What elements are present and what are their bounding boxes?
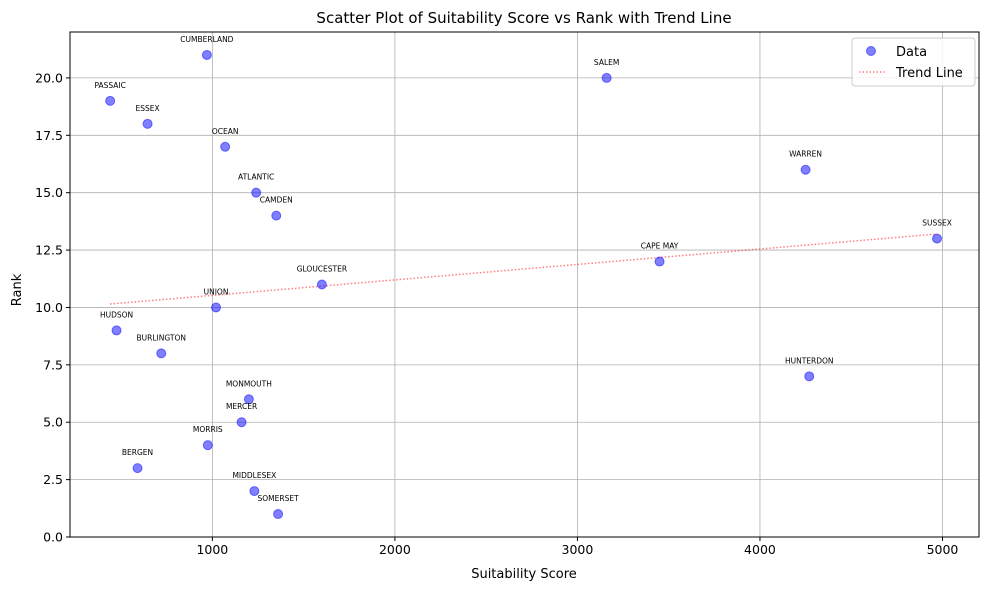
- legend-box: [851, 37, 976, 87]
- point-label: HUDSON: [100, 310, 133, 319]
- point-label: BERGEN: [122, 448, 153, 457]
- data-point: [132, 463, 143, 474]
- point-label: SUSSEX: [922, 219, 952, 228]
- x-tick-label: 1000: [196, 542, 228, 557]
- point-label: UNION: [204, 287, 229, 296]
- x-tick-label: 5000: [927, 542, 959, 557]
- legend-trend-label: Trend Line: [895, 66, 963, 81]
- y-tick-label: 2.5: [43, 472, 63, 487]
- point-label: SALEM: [594, 58, 619, 67]
- y-tick-label: 20.0: [35, 70, 63, 85]
- data-point: [201, 49, 212, 60]
- point-label: CUMBERLAND: [180, 35, 233, 44]
- legend: Data Trend Line: [851, 37, 976, 87]
- point-label: CAPE MAY: [641, 242, 679, 251]
- point-label: OCEAN: [212, 127, 239, 136]
- plot-frame: [69, 31, 980, 538]
- point-label: BURLINGTON: [137, 333, 187, 342]
- data-point: [156, 348, 167, 359]
- data-point: [273, 509, 284, 520]
- data-point: [601, 72, 612, 83]
- x-tick-label: 3000: [562, 542, 594, 557]
- x-tick-label: 2000: [379, 542, 411, 557]
- axis-ticks: 1000 2000 3000 4000 5000 0.0 2.5 5.0 7.5 10.0 12.5…: [35, 70, 958, 557]
- point-label: HUNTERDON: [785, 356, 834, 365]
- point-label: MERCER: [226, 402, 257, 411]
- point-label: ATLANTIC: [238, 173, 274, 182]
- data-point: [271, 210, 282, 221]
- data-point: [804, 371, 815, 382]
- point-label: MORRIS: [193, 425, 223, 434]
- trend-line: [110, 233, 938, 305]
- data-point: [111, 325, 122, 336]
- point-label: GLOUCESTER: [297, 265, 347, 274]
- y-axis-label: Rank: [10, 273, 25, 306]
- data-point: [105, 95, 116, 106]
- point-label: CAMDEN: [260, 196, 293, 205]
- point-label: WARREN: [789, 150, 822, 159]
- data-point: [800, 164, 811, 175]
- y-tick-label: 5.0: [43, 415, 63, 430]
- data-point: [220, 141, 231, 152]
- legend-data-marker: [866, 46, 876, 56]
- data-point: [316, 279, 327, 290]
- point-labels: CUMBERLAND SALEM PASSAIC ESSEX OCEAN WARREN AT…: [94, 35, 951, 503]
- point-label: MONMOUTH: [226, 379, 272, 388]
- y-tick-label: 0.0: [43, 530, 63, 545]
- x-tick-label: 4000: [744, 542, 776, 557]
- point-label: SOMERSET: [257, 494, 299, 503]
- point-label: PASSAIC: [94, 81, 125, 90]
- y-tick-label: 17.5: [35, 128, 63, 143]
- chart-title: Scatter Plot of Suitability Score vs Ran…: [316, 9, 731, 27]
- y-tick-label: 12.5: [35, 243, 63, 258]
- y-tick-label: 15.0: [35, 185, 63, 200]
- data-point: [654, 256, 665, 267]
- data-point: [236, 417, 247, 428]
- data-point: [932, 233, 943, 244]
- trend-line-group: [110, 233, 938, 305]
- legend-data-label: Data: [896, 45, 927, 60]
- data-point: [211, 302, 222, 313]
- point-label: MIDDLESEX: [232, 471, 276, 480]
- x-axis-label: Suitability Score: [471, 567, 577, 582]
- data-point: [142, 118, 153, 129]
- data-point: [243, 394, 254, 405]
- data-points: [105, 49, 943, 520]
- point-label: ESSEX: [136, 104, 160, 113]
- y-tick-label: 10.0: [35, 300, 63, 315]
- data-point: [251, 187, 262, 198]
- grid-lines: [70, 32, 979, 538]
- data-point: [249, 486, 260, 497]
- y-tick-label: 7.5: [43, 357, 63, 372]
- data-point: [202, 440, 213, 451]
